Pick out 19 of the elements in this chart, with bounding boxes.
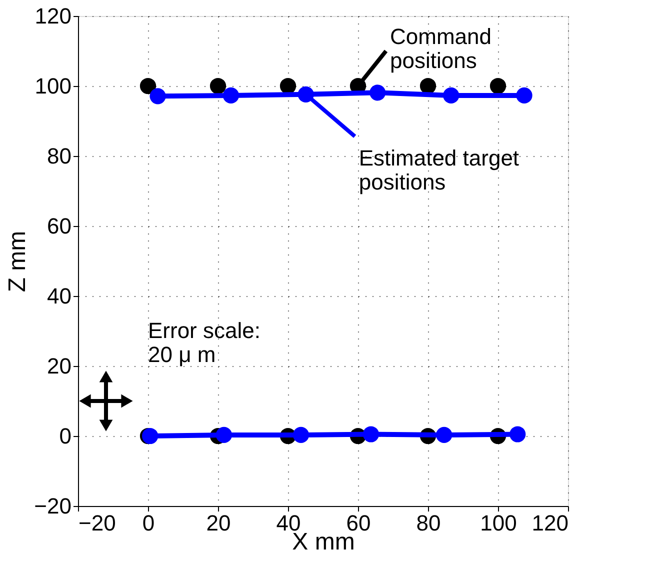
x-tick-label: 80 <box>416 510 441 536</box>
y-tick-label: 40 <box>47 284 72 308</box>
y-tick-label: 20 <box>47 354 72 378</box>
y-tick-label: −20 <box>34 494 72 518</box>
y-tick-label: 100 <box>34 74 72 98</box>
annotation: Estimated target positions <box>358 145 520 194</box>
x-tick-label: −20 <box>78 510 116 536</box>
x-tick-label: 60 <box>346 510 371 536</box>
x-tick-label: 20 <box>206 510 231 536</box>
x-tick-label: 100 <box>480 510 517 536</box>
y-axis-title: Z mm <box>4 230 32 292</box>
x-tick-label: 120 <box>532 510 568 536</box>
annotation: Command positions <box>390 24 492 73</box>
annotation: Error scale: 20 μ m <box>148 318 260 367</box>
y-tick-label: 120 <box>34 4 72 28</box>
y-tick-label: 80 <box>47 144 72 168</box>
x-tick-label: 0 <box>142 510 155 536</box>
y-tick-label: 0 <box>59 424 72 448</box>
y-tick-label: 60 <box>47 214 72 238</box>
